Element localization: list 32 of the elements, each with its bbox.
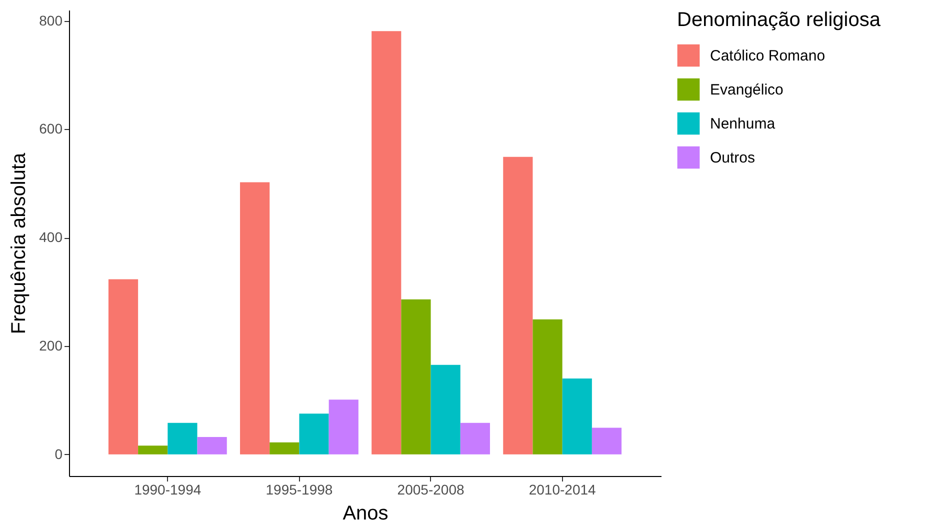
y-tick-label: 200 [39, 337, 63, 354]
y-tick-label: 400 [39, 229, 63, 246]
y-axis-title: Frequência absoluta [8, 152, 30, 334]
legend-label: Evangélico [710, 82, 784, 98]
bar [460, 422, 490, 454]
bar [328, 400, 358, 454]
bar [108, 279, 138, 454]
legend-label: Nenhuma [710, 116, 776, 132]
y-tick-label: 800 [39, 12, 63, 28]
legend-label: Católico Romano [710, 48, 826, 64]
bar [562, 378, 592, 454]
legend-title: Denominação religiosa [677, 9, 882, 31]
legend-label: Outros [710, 150, 756, 166]
x-tick-label: 1995-1998 [266, 482, 333, 498]
bar [240, 182, 270, 454]
x-axis-title: Anos [342, 502, 388, 524]
bar [372, 31, 402, 454]
y-tick-label: 0 [54, 446, 63, 462]
bar [138, 446, 168, 454]
bar [270, 442, 300, 454]
bar [430, 364, 460, 454]
x-tick-label: 1990-1994 [134, 482, 202, 498]
y-tick-label: 600 [39, 120, 63, 137]
bar [592, 428, 622, 454]
bar [197, 436, 227, 454]
bar [503, 156, 533, 454]
bar [299, 414, 329, 454]
bar [168, 422, 198, 454]
bar [532, 319, 562, 454]
x-tick-label: 2010-2014 [528, 482, 596, 498]
x-tick-label: 2005-2008 [397, 482, 464, 498]
bar [401, 299, 431, 454]
